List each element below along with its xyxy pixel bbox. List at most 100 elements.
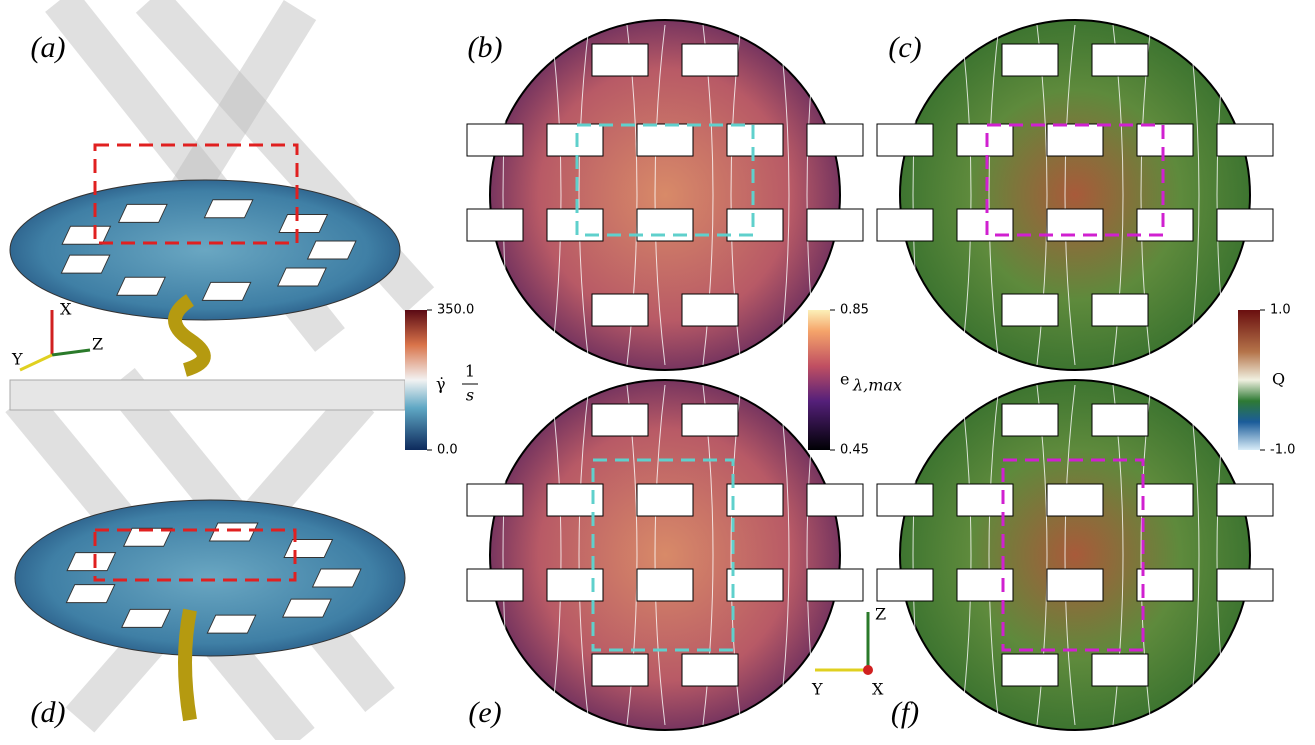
- colorbar-label: e: [840, 370, 849, 389]
- streamline: [960, 384, 972, 726]
- streamline: [502, 24, 514, 366]
- streamline: [654, 24, 666, 366]
- colorbar-label: s: [466, 386, 474, 405]
- streamline: [1188, 24, 1200, 366]
- hole: [726, 123, 784, 157]
- streamline: [550, 384, 562, 726]
- hole: [806, 123, 864, 157]
- highlight-box: [93, 143, 299, 245]
- streamline: [1188, 384, 1200, 726]
- hole: [956, 123, 1014, 157]
- hole: [466, 483, 524, 517]
- streamline: [988, 384, 1000, 726]
- streamline: [578, 24, 590, 366]
- illustration: [5, 0, 1274, 745]
- streamline: [912, 24, 924, 366]
- colorbar-label: λ,max: [852, 376, 902, 395]
- hole: [1136, 568, 1194, 602]
- hole: [1216, 568, 1274, 602]
- disk: [899, 19, 1251, 371]
- streamline: [1064, 24, 1076, 366]
- hole: [1216, 208, 1274, 242]
- colorbar-label: 1: [465, 362, 475, 381]
- hole: [466, 568, 524, 602]
- hole: [726, 568, 784, 602]
- hole: [311, 568, 362, 588]
- hole: [1001, 653, 1059, 687]
- hole: [806, 483, 864, 517]
- highlight-box: [93, 528, 297, 582]
- hole: [1046, 568, 1104, 602]
- colorbar-tick-label: 0.0: [437, 443, 458, 458]
- hole: [876, 208, 934, 242]
- colorbar-tick-label: 1.0: [1270, 303, 1291, 318]
- hole: [546, 123, 604, 157]
- colorbar-tick-label: 350.0: [437, 303, 474, 318]
- hole: [806, 568, 864, 602]
- hole: [1136, 123, 1194, 157]
- colorbar-tick-label: -1.0: [1270, 443, 1295, 458]
- streamline: [654, 384, 666, 726]
- axis-label: Z: [875, 605, 886, 624]
- panel-label: (b): [468, 31, 503, 64]
- hole: [876, 123, 934, 157]
- panel-label: (c): [888, 31, 921, 64]
- hole: [117, 203, 168, 223]
- hole: [122, 527, 173, 547]
- hole: [206, 614, 257, 634]
- hole: [306, 240, 357, 260]
- axis-label: Z: [92, 335, 103, 354]
- axis-label: X: [60, 300, 72, 319]
- hole: [1046, 123, 1104, 157]
- hole: [591, 403, 649, 437]
- hole: [681, 43, 739, 77]
- hole: [203, 199, 254, 219]
- hole: [60, 254, 111, 274]
- hole: [681, 293, 739, 327]
- hole: [61, 225, 112, 245]
- streamline: [960, 24, 972, 366]
- disk: [489, 379, 841, 731]
- colorbar-label: Q: [1272, 370, 1285, 389]
- vortex: [178, 608, 197, 722]
- hole: [116, 276, 166, 296]
- hole: [636, 123, 694, 157]
- highlight-box: [575, 123, 755, 237]
- axis-arrow: [51, 348, 91, 357]
- colorbar-tick-label: 0.45: [840, 443, 869, 458]
- hole: [876, 568, 934, 602]
- hole: [876, 483, 934, 517]
- hole: [681, 403, 739, 437]
- highlight-box: [985, 123, 1165, 237]
- streamline: [550, 24, 562, 366]
- colorbar-tick-label: 0.85: [840, 303, 869, 318]
- hole: [681, 653, 739, 687]
- axis-dot: [863, 665, 873, 675]
- hole: [1046, 483, 1104, 517]
- panel-label: (f): [891, 696, 919, 729]
- hole: [1136, 208, 1194, 242]
- hole: [546, 483, 604, 517]
- hole: [66, 552, 117, 572]
- streamline: [778, 384, 790, 726]
- colorbar-label: γ̇: [436, 375, 446, 394]
- colorbar: [1238, 310, 1260, 450]
- streamline: [1064, 384, 1076, 726]
- hole: [278, 213, 329, 233]
- axis-label: Y: [11, 350, 23, 369]
- hole: [121, 608, 171, 628]
- plate-bar: [9, 379, 406, 411]
- streamline: [1216, 384, 1228, 726]
- hole: [591, 293, 649, 327]
- hole: [282, 598, 332, 618]
- hole: [201, 281, 252, 301]
- hole: [1001, 293, 1059, 327]
- hole: [1216, 483, 1274, 517]
- hole: [591, 43, 649, 77]
- hole: [1136, 483, 1194, 517]
- hole: [636, 483, 694, 517]
- highlight-box: [1001, 458, 1145, 652]
- streamline: [988, 24, 1000, 366]
- hole: [1091, 403, 1149, 437]
